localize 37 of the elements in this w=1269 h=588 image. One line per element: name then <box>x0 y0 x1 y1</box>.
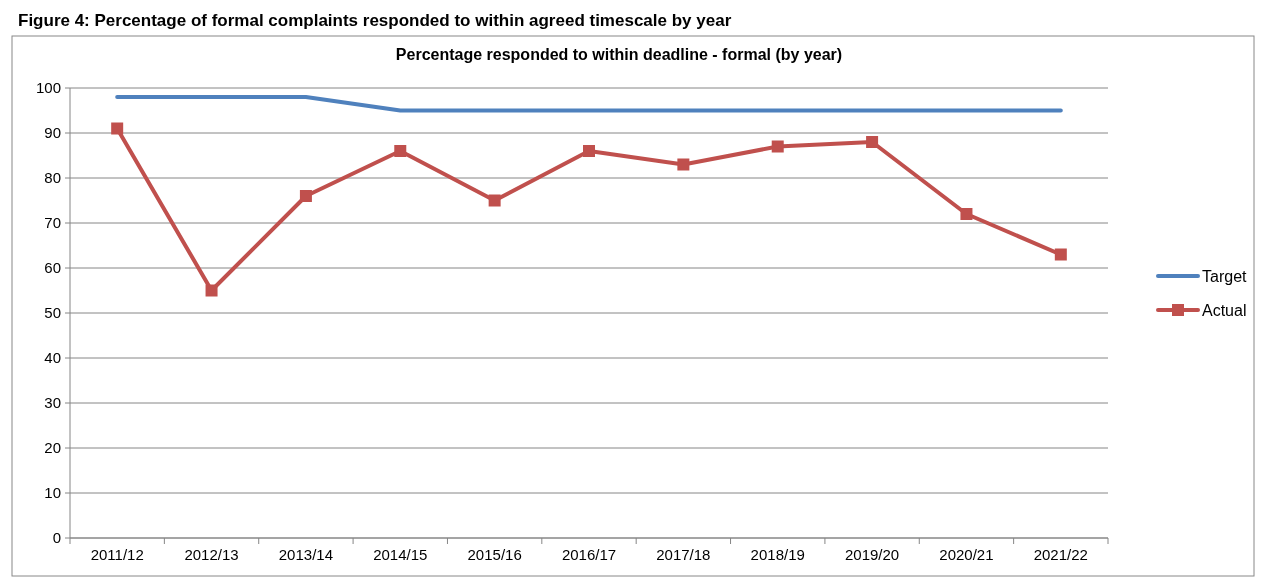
point <box>1054 248 1067 261</box>
x-tick-label: 2013/14 <box>278 546 334 563</box>
x-tick-label: 2015/16 <box>467 546 522 563</box>
y-tick-label: 60 <box>44 259 61 277</box>
y-tick-label: 0 <box>52 529 61 547</box>
point <box>960 208 973 220</box>
x-tick-label: 2020/21 <box>939 546 994 563</box>
y-tick-label: 10 <box>44 484 61 502</box>
y-tick-label: 50 <box>44 304 61 322</box>
x-tick-label: 2017/18 <box>656 546 711 563</box>
point <box>299 190 312 202</box>
y-tick-label: 40 <box>44 349 61 367</box>
point <box>771 140 784 153</box>
point <box>583 145 595 157</box>
point <box>394 145 407 157</box>
x-tick-label: 2019/20 <box>844 546 900 563</box>
point <box>677 158 690 171</box>
y-tick-label: 20 <box>44 439 61 457</box>
y-tick-label: 90 <box>44 124 61 142</box>
x-tick-label: 2012/13 <box>184 546 239 563</box>
y-tick-label: 30 <box>44 394 61 412</box>
y-tick-label: 100 <box>35 79 61 97</box>
y-tick-label: 70 <box>44 214 61 232</box>
x-tick-label: 2011/12 <box>90 546 144 563</box>
point <box>111 122 124 135</box>
caption: Figure 4: Percentage of formal complaints responded to within agreed timescale by year <box>18 11 732 30</box>
x-tick-label: 2021/22 <box>1033 546 1088 563</box>
chart-title: Percentage responded to within deadline - formal (by year) <box>395 46 843 63</box>
x-tick-label: 2018/19 <box>750 546 805 563</box>
point <box>866 136 879 148</box>
x-tick-label: 2014/15 <box>373 546 428 563</box>
x-tick-label: 2016/17 <box>561 546 617 563</box>
legend-label: Actual <box>1202 301 1247 319</box>
point <box>488 194 501 207</box>
point <box>205 284 218 297</box>
y-tick-label: 80 <box>44 169 61 187</box>
legend-label: Target <box>1202 267 1248 285</box>
